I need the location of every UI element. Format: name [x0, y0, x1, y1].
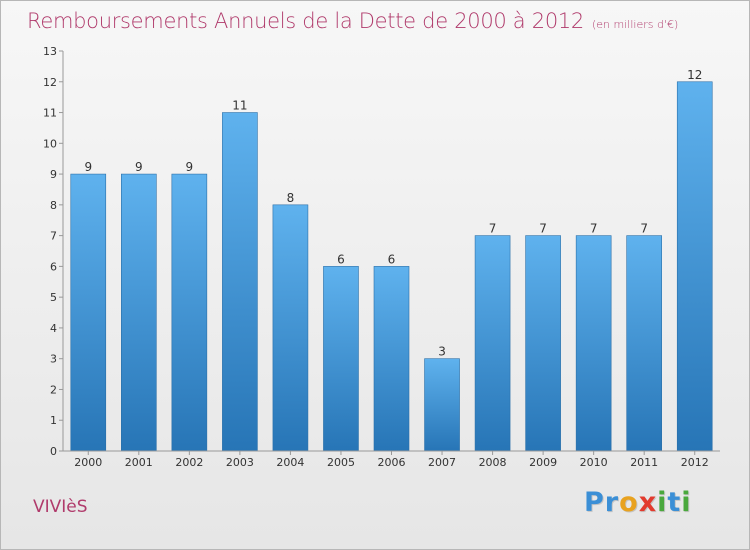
x-tick-label: 2008	[479, 456, 507, 469]
chart-title-text: Remboursements Annuels de la Dette de 20…	[27, 9, 584, 33]
bar-value-label: 8	[287, 191, 295, 205]
y-tick-label: 0	[50, 445, 57, 458]
y-tick-label: 4	[50, 322, 57, 335]
x-tick-label: 2012	[681, 456, 709, 469]
x-tick-label: 2007	[428, 456, 456, 469]
x-tick-label: 2011	[630, 456, 658, 469]
y-tick-label: 2	[50, 383, 57, 396]
y-tick-label: 6	[50, 260, 57, 273]
bar-2008	[474, 235, 511, 452]
proxiti-logo: Proxiti	[584, 487, 692, 518]
y-tick-label: 11	[43, 107, 57, 120]
bar-value-label: 9	[186, 160, 194, 174]
bar-value-label: 7	[590, 222, 598, 236]
y-tick-label: 12	[43, 76, 57, 89]
y-tick-label: 3	[50, 353, 57, 366]
x-tick-label: 2009	[529, 456, 557, 469]
bar-2007	[424, 358, 460, 452]
bar-2004	[272, 204, 309, 452]
bar-2009	[525, 235, 561, 452]
place-name: VIVIèS	[33, 497, 88, 517]
logo-letter: r	[604, 487, 620, 518]
bar-2006	[373, 266, 410, 452]
logo-letter: x	[638, 487, 658, 518]
bar-2002	[171, 173, 208, 452]
bar-value-label: 7	[640, 222, 648, 236]
y-tick-label: 1	[50, 414, 57, 427]
logo-letter: P	[584, 487, 605, 518]
y-tick-label: 8	[50, 199, 57, 212]
x-tick-label: 2010	[580, 456, 608, 469]
logo-letter: i	[657, 487, 668, 518]
logo-letter: i	[681, 487, 692, 518]
bar-value-label: 6	[388, 252, 396, 266]
bar-2005	[323, 266, 359, 452]
bar-value-label: 6	[337, 252, 345, 266]
bar-value-label: 7	[539, 222, 547, 236]
x-tick-label: 2002	[175, 456, 203, 469]
bar-2012	[676, 81, 713, 452]
x-tick-label: 2001	[125, 456, 153, 469]
bar-value-label: 9	[84, 160, 92, 174]
y-tick-label: 5	[50, 291, 57, 304]
bar-2000	[70, 173, 107, 452]
bar-value-label: 11	[232, 99, 247, 113]
x-tick-label: 2005	[327, 456, 355, 469]
bar-2010	[575, 235, 612, 452]
logo-letter: t	[667, 487, 682, 518]
bar-value-label: 9	[135, 160, 143, 174]
y-tick-label: 7	[50, 230, 57, 243]
bar-value-label: 12	[687, 68, 702, 82]
y-tick-label: 9	[50, 168, 57, 181]
x-tick-label: 2006	[378, 456, 406, 469]
bar-2011	[626, 235, 662, 452]
bar-2003	[222, 112, 258, 452]
chart-title: Remboursements Annuels de la Dette de 20…	[27, 9, 678, 33]
logo-letter: o	[619, 487, 639, 518]
chart-unit: (en milliers d'€)	[592, 18, 679, 31]
y-tick-label: 10	[43, 137, 57, 150]
x-tick-label: 2003	[226, 456, 254, 469]
y-tick-label: 13	[43, 45, 57, 58]
bar-value-label: 7	[489, 222, 497, 236]
x-tick-label: 2004	[276, 456, 304, 469]
bar-2001	[121, 173, 157, 452]
bar-value-label: 3	[438, 345, 446, 359]
x-tick-label: 2000	[74, 456, 102, 469]
